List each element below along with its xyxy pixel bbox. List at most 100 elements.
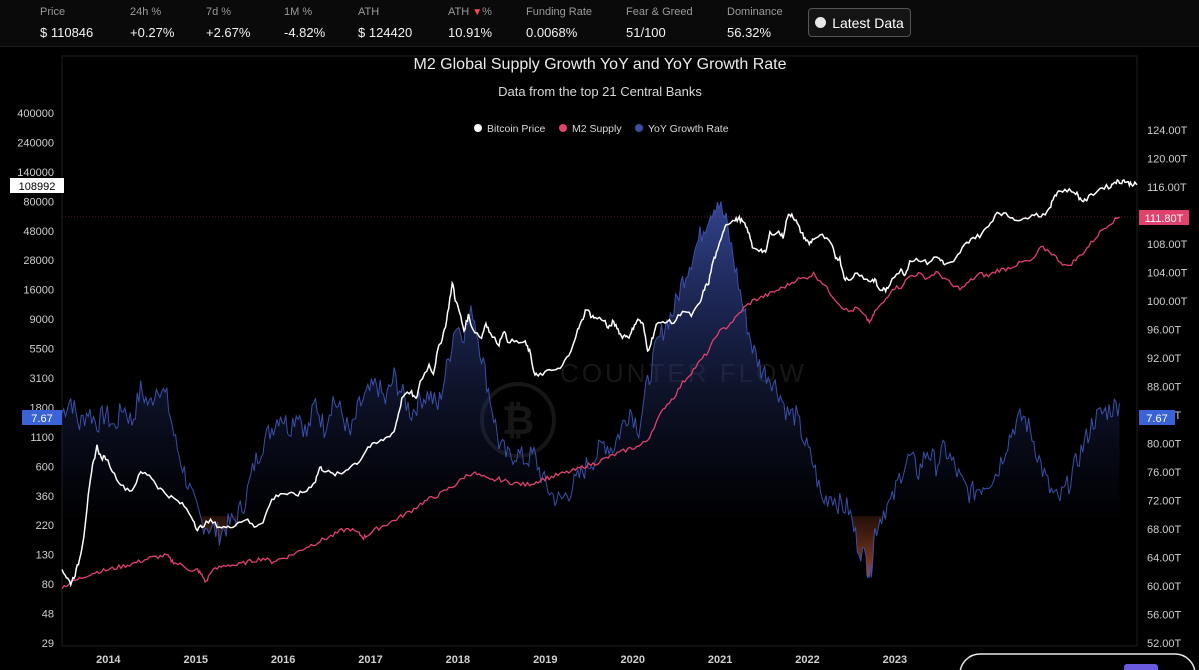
left-tick-label: 600 (36, 461, 54, 473)
stat-label: 1M % (284, 6, 313, 18)
legend-swatch-bitcoin (474, 124, 482, 132)
x-tick-label: 2023 (883, 654, 907, 666)
stat-label-suffix: % (482, 6, 492, 18)
stat-label: Funding Rate (526, 6, 593, 18)
yoy-last-badge-right: 7.67 (1139, 410, 1175, 425)
stat-label-prefix: ATH (448, 6, 473, 18)
stat-dominance: Dominance 56.32% (727, 6, 783, 40)
stat-value: $ 110846 (40, 25, 94, 40)
right-tick-label: 80.00T (1147, 439, 1182, 451)
right-tick-label: 92.00T (1147, 353, 1182, 365)
chart: M2 Global Supply Growth YoY and YoY Grow… (10, 55, 1196, 670)
chart-subtitle: Data from the top 21 Central Banks (498, 84, 702, 99)
left-tick-label: 220 (36, 520, 54, 532)
legend-swatch-m2 (559, 124, 567, 132)
stat-label: 7d % (206, 6, 232, 18)
stat-price: Price $ 110846 (40, 6, 93, 40)
yoy-series (61, 201, 1120, 579)
yoy-last-badge-left: 7.67 (22, 410, 62, 425)
legend-swatch-yoy (635, 124, 643, 132)
badge-bg (1139, 410, 1175, 425)
right-tick-label: 116.00T (1147, 182, 1187, 194)
chat-widget-button[interactable] (1124, 664, 1158, 670)
stats-bar: Price $ 110846 24h % +0.27% 7d % +2.67% … (0, 0, 1199, 47)
left-tick-label: 1100 (30, 432, 54, 444)
right-tick-label: 120.00T (1147, 154, 1188, 166)
left-tick-label: 240000 (17, 137, 54, 149)
stat-value: 0.0068% (526, 25, 578, 40)
chat-widget[interactable] (959, 653, 1196, 670)
bitcoin-line (61, 178, 1138, 588)
right-tick-label: 108.00T (1147, 239, 1188, 251)
right-tick-label: 96.00T (1147, 325, 1182, 337)
x-tick-label: 2020 (620, 654, 644, 666)
x-tick-label: 2015 (183, 654, 207, 666)
bitcoin-last-badge: 108992 (10, 178, 64, 193)
x-tick-label: 2017 (358, 654, 382, 666)
stat-label: Price (40, 6, 66, 18)
legend-item-bitcoin[interactable]: Bitcoin Price (474, 123, 546, 135)
left-tick-label: 140000 (17, 167, 54, 179)
yoy-line (61, 201, 1120, 579)
stat-24h: 24h % +0.27% (130, 6, 174, 40)
left-axis: 400000 240000 140000 80000 48000 28000 16000 90… (17, 108, 54, 650)
x-tick-label: 2014 (96, 654, 121, 666)
stat-funding-rate: Funding Rate 0.0068% (526, 6, 592, 40)
stat-value: 56.32% (727, 25, 772, 40)
stat-value: +2.67% (206, 25, 251, 40)
down-arrow-icon: ▼ (472, 7, 483, 18)
legend-item-m2[interactable]: M2 Supply (559, 123, 622, 135)
stat-label: 24h % (130, 6, 162, 18)
left-tick-label: 29 (42, 638, 54, 650)
left-tick-label: 130 (36, 550, 54, 562)
badge-bg (1139, 210, 1189, 225)
stat-label: ATH (358, 6, 380, 18)
right-tick-label: 64.00T (1147, 553, 1182, 565)
badge-text: 7.67 (1146, 413, 1167, 425)
x-tick-label: 2016 (271, 654, 295, 666)
left-tick-label: 400000 (17, 108, 54, 120)
badge-text: 7.67 (31, 413, 52, 425)
stat-1m: 1M % -4.82% (284, 6, 325, 40)
stat-value: 10.91% (448, 25, 493, 40)
latest-data-button[interactable]: Latest Data (808, 8, 911, 37)
m2-series (61, 216, 1120, 590)
left-tick-label: 80000 (23, 196, 54, 208)
latest-data-label: Latest Data (832, 14, 904, 31)
chart-title: M2 Global Supply Growth YoY and YoY Grow… (414, 56, 787, 73)
yoy-area-negative (62, 516, 1120, 578)
x-tick-label: 2022 (795, 654, 819, 666)
stat-value: $ 124420 (358, 25, 413, 40)
right-tick-label: 60.00T (1147, 581, 1182, 593)
legend: Bitcoin Price M2 Supply YoY Growth Rate (474, 123, 729, 135)
left-tick-label: 28000 (23, 255, 54, 267)
stat-ath: ATH $ 124420 (358, 6, 412, 40)
legend-item-yoy[interactable]: YoY Growth Rate (635, 123, 729, 135)
badge-bg (10, 178, 64, 193)
left-tick-label: 48 (42, 609, 54, 621)
x-tick-label: 2019 (533, 654, 557, 666)
m2-last-badge: 111.80T (1139, 210, 1189, 225)
stat-value: -4.82% (284, 25, 326, 40)
right-axis: 124.00T120.00T116.00T112.00T108.00T104.0… (1147, 125, 1188, 650)
right-tick-label: 100.00T (1147, 296, 1188, 308)
x-tick-label: 2021 (708, 654, 732, 666)
right-tick-label: 104.00T (1147, 268, 1188, 280)
left-tick-label: 9000 (30, 314, 54, 326)
left-tick-label: 360 (36, 491, 54, 503)
legend-label: Bitcoin Price (487, 123, 546, 135)
left-tick-label: 80 (42, 579, 54, 591)
stat-value: +0.27% (130, 25, 175, 40)
right-tick-label: 68.00T (1147, 524, 1182, 536)
circle-icon (815, 17, 827, 28)
left-tick-label: 48000 (23, 226, 54, 238)
watermark-bitcoin-glyph: ₿ (502, 399, 535, 443)
right-tick-label: 76.00T (1147, 467, 1182, 479)
x-tick-label: 2018 (446, 654, 470, 666)
stat-label: Fear & Greed (626, 6, 693, 18)
right-tick-label: 124.00T (1147, 125, 1188, 137)
stat-value: 51/100 (626, 25, 666, 40)
m2-line (61, 216, 1120, 590)
right-tick-label: 52.00T (1147, 638, 1182, 650)
plot-frame (61, 55, 1138, 647)
